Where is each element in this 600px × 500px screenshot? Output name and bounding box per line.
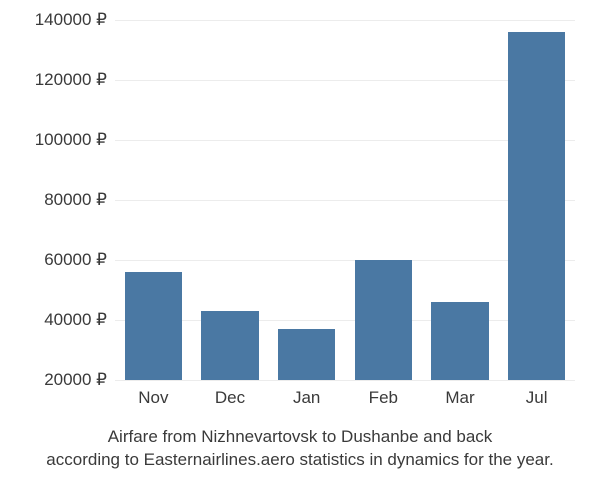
airfare-bar-chart: 20000 ₽ 40000 ₽ 60000 ₽ 80000 ₽ 100000 ₽ 1200… (0, 0, 600, 500)
x-tick-label: Dec (215, 380, 245, 408)
grid-line (115, 380, 575, 381)
grid-line (115, 200, 575, 201)
bar (431, 302, 489, 380)
bar (508, 32, 566, 380)
x-tick-label: Feb (369, 380, 398, 408)
chart-caption: Airfare from Nizhnevartovsk to Dushanbe … (0, 426, 600, 472)
bar (278, 329, 336, 380)
caption-line-1: Airfare from Nizhnevartovsk to Dushanbe … (108, 427, 493, 446)
x-tick-label: Jul (526, 380, 548, 408)
x-tick-label: Jan (293, 380, 320, 408)
caption-line-2: according to Easternairlines.aero statis… (46, 450, 553, 469)
y-tick-label: 60000 ₽ (44, 250, 115, 270)
y-tick-label: 140000 ₽ (35, 10, 115, 30)
y-tick-label: 100000 ₽ (35, 130, 115, 150)
y-tick-label: 20000 ₽ (44, 370, 115, 390)
bar (201, 311, 259, 380)
grid-line (115, 260, 575, 261)
grid-line (115, 80, 575, 81)
plot-area: 20000 ₽40000 ₽60000 ₽80000 ₽100000 ₽1200… (115, 20, 575, 380)
grid-line (115, 320, 575, 321)
x-tick-label: Mar (445, 380, 474, 408)
grid-line (115, 140, 575, 141)
bar (355, 260, 413, 380)
y-tick-label: 40000 ₽ (44, 310, 115, 330)
grid-line (115, 20, 575, 21)
bar (125, 272, 183, 380)
x-tick-label: Nov (138, 380, 168, 408)
y-tick-label: 80000 ₽ (44, 190, 115, 210)
y-tick-label: 120000 ₽ (35, 70, 115, 90)
